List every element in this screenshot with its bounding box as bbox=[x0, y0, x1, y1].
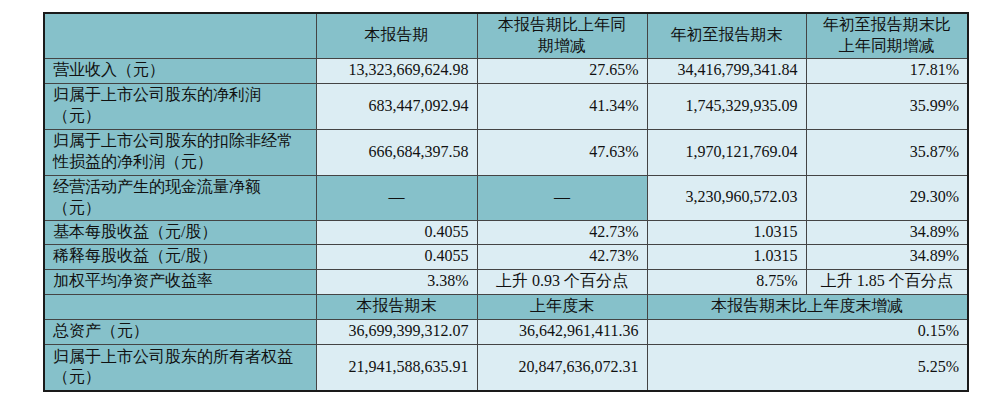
value-cell: 1.0315 bbox=[647, 220, 806, 244]
label-cell: 经营活动产生的现金流量净额 （元） bbox=[44, 175, 316, 220]
value-cell: 0.4055 bbox=[316, 220, 477, 244]
financial-summary-table: 本报告期 本报告期比上年同 期增减 年初至报告期末 年初至报告期末比 上年同期增… bbox=[43, 12, 969, 392]
header-row-1: 本报告期 本报告期比上年同 期增减 年初至报告期末 年初至报告期末比 上年同期增… bbox=[44, 13, 968, 58]
value-cell: 1,970,121,769.04 bbox=[647, 129, 806, 175]
label-cell: 加权平均净资产收益率 bbox=[44, 269, 316, 294]
empty-dash-cell: — bbox=[477, 175, 647, 220]
value-cell: 0.15% bbox=[647, 319, 968, 344]
value-cell: 17.81% bbox=[806, 58, 968, 83]
corner-cell bbox=[44, 294, 316, 319]
value-cell: 21,941,588,635.91 bbox=[316, 344, 477, 391]
row-operating-cash-flow: 经营活动产生的现金流量净额 （元） — — 3,230,960,572.03 2… bbox=[44, 175, 968, 220]
row-total-assets: 总资产（元） 36,699,399,312.07 36,642,961,411.… bbox=[44, 319, 968, 344]
value-cell: 42.73% bbox=[477, 220, 647, 244]
header-prior-year-end: 上年度末 bbox=[477, 294, 647, 319]
value-cell: 35.99% bbox=[806, 83, 968, 129]
value-cell: 34,416,799,341.84 bbox=[647, 58, 806, 83]
value-cell: 41.34% bbox=[477, 83, 647, 129]
header-current-period-yoy: 本报告期比上年同 期增减 bbox=[477, 13, 647, 58]
value-cell: 35.87% bbox=[806, 129, 968, 175]
row-weighted-roe: 加权平均净资产收益率 3.38% 上升 0.93 个百分点 8.75% 上升 1… bbox=[44, 269, 968, 294]
header-period-end-change: 本报告期末比上年度末增减 bbox=[647, 294, 968, 319]
header-row-2: 本报告期末 上年度末 本报告期末比上年度末增减 bbox=[44, 294, 968, 319]
value-cell: 0.4055 bbox=[316, 244, 477, 269]
corner-cell bbox=[44, 13, 316, 58]
value-cell: 上升 0.93 个百分点 bbox=[477, 269, 647, 294]
row-net-profit-excl-nonrecurring: 归属于上市公司股东的扣除非经常 性损益的净利润（元） 666,684,397.5… bbox=[44, 129, 968, 175]
label-cell: 总资产（元） bbox=[44, 319, 316, 344]
row-equity: 归属于上市公司股东的所有者权益 （元） 21,941,588,635.91 20… bbox=[44, 344, 968, 391]
value-cell: 42.73% bbox=[477, 244, 647, 269]
value-cell: 20,847,636,072.31 bbox=[477, 344, 647, 391]
row-net-profit: 归属于上市公司股东的净利润 （元） 683,447,092.94 41.34% … bbox=[44, 83, 968, 129]
label-cell: 归属于上市公司股东的净利润 （元） bbox=[44, 83, 316, 129]
value-cell: 3,230,960,572.03 bbox=[647, 175, 806, 220]
label-cell: 营业收入（元） bbox=[44, 58, 316, 83]
row-basic-eps: 基本每股收益（元/股） 0.4055 42.73% 1.0315 34.89% bbox=[44, 220, 968, 244]
label-cell: 基本每股收益（元/股） bbox=[44, 220, 316, 244]
value-cell: 5.25% bbox=[647, 344, 968, 391]
value-cell: 3.38% bbox=[316, 269, 477, 294]
value-cell: 683,447,092.94 bbox=[316, 83, 477, 129]
row-revenue: 营业收入（元） 13,323,669,624.98 27.65% 34,416,… bbox=[44, 58, 968, 83]
label-cell: 归属于上市公司股东的扣除非经常 性损益的净利润（元） bbox=[44, 129, 316, 175]
label-cell: 稀释每股收益（元/股） bbox=[44, 244, 316, 269]
value-cell: 1.0315 bbox=[647, 244, 806, 269]
value-cell: 34.89% bbox=[806, 244, 968, 269]
value-cell: 36,699,399,312.07 bbox=[316, 319, 477, 344]
value-cell: 36,642,961,411.36 bbox=[477, 319, 647, 344]
header-ytd-yoy: 年初至报告期末比 上年同期增减 bbox=[806, 13, 968, 58]
value-cell: 13,323,669,624.98 bbox=[316, 58, 477, 83]
header-current-period: 本报告期 bbox=[316, 13, 477, 58]
value-cell: 34.89% bbox=[806, 220, 968, 244]
value-cell: 47.63% bbox=[477, 129, 647, 175]
label-cell: 归属于上市公司股东的所有者权益 （元） bbox=[44, 344, 316, 391]
header-period-end: 本报告期末 bbox=[316, 294, 477, 319]
value-cell: 8.75% bbox=[647, 269, 806, 294]
header-ytd: 年初至报告期末 bbox=[647, 13, 806, 58]
row-diluted-eps: 稀释每股收益（元/股） 0.4055 42.73% 1.0315 34.89% bbox=[44, 244, 968, 269]
empty-dash-cell: — bbox=[316, 175, 477, 220]
value-cell: 1,745,329,935.09 bbox=[647, 83, 806, 129]
value-cell: 29.30% bbox=[806, 175, 968, 220]
value-cell: 27.65% bbox=[477, 58, 647, 83]
value-cell: 上升 1.85 个百分点 bbox=[806, 269, 968, 294]
value-cell: 666,684,397.58 bbox=[316, 129, 477, 175]
